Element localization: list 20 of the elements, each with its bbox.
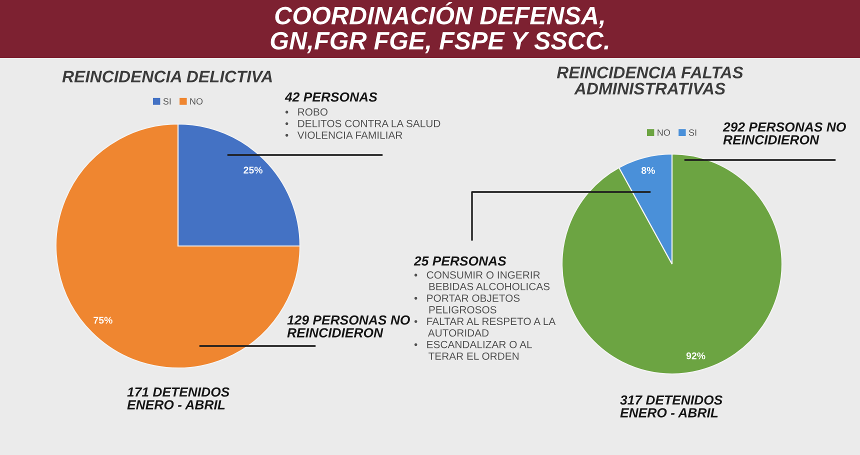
text: 129 PERSONAS NO REINCIDIERON (287, 315, 410, 338)
legend-label: NO (190, 98, 203, 105)
chart-title: REINCIDENCIA DELICTIVA (62, 70, 272, 82)
data-label: 75% (94, 316, 112, 324)
legend-label: NO (658, 129, 670, 136)
text: 292 PERSONAS NO REINCIDIERON (722, 122, 846, 144)
legend-label: SI (163, 98, 171, 105)
text: • ROBO • DELITOS CONTRA LA SALUD • VIOLENCIA FAMILIAR (285, 108, 440, 139)
text: 171 DETENIDOS ENERO - ABRIL (127, 387, 230, 410)
text: 42 PERSONAS (284, 92, 378, 102)
data-label: 8% (641, 167, 655, 174)
data-label: 25% (244, 166, 263, 174)
data-label: 92% (686, 352, 706, 360)
chart-title: REINCIDENCIA FALTAS ADMINISTRATIVAS (556, 66, 744, 95)
text: 25 PERSONAS (414, 256, 506, 266)
text: COORDINACIÓN DEFENSA, GN,FGR FGE, FSPE Y SSCC. (270, 2, 608, 54)
text: 317 DETENIDOS ENERO - ABRIL (620, 395, 723, 418)
legend-label: SI (688, 129, 696, 136)
pie-slice (561, 153, 783, 375)
text: • CONSUMIR O INGERIR BEBIDAS ALCOHOLICAS • PORTAR OBJETOS PELIGROSOS • FALTAR AL RESPETO A LA AUTORIDAD • ESCANDALIZAR O AL TERAR EL ORDEN (414, 271, 556, 360)
